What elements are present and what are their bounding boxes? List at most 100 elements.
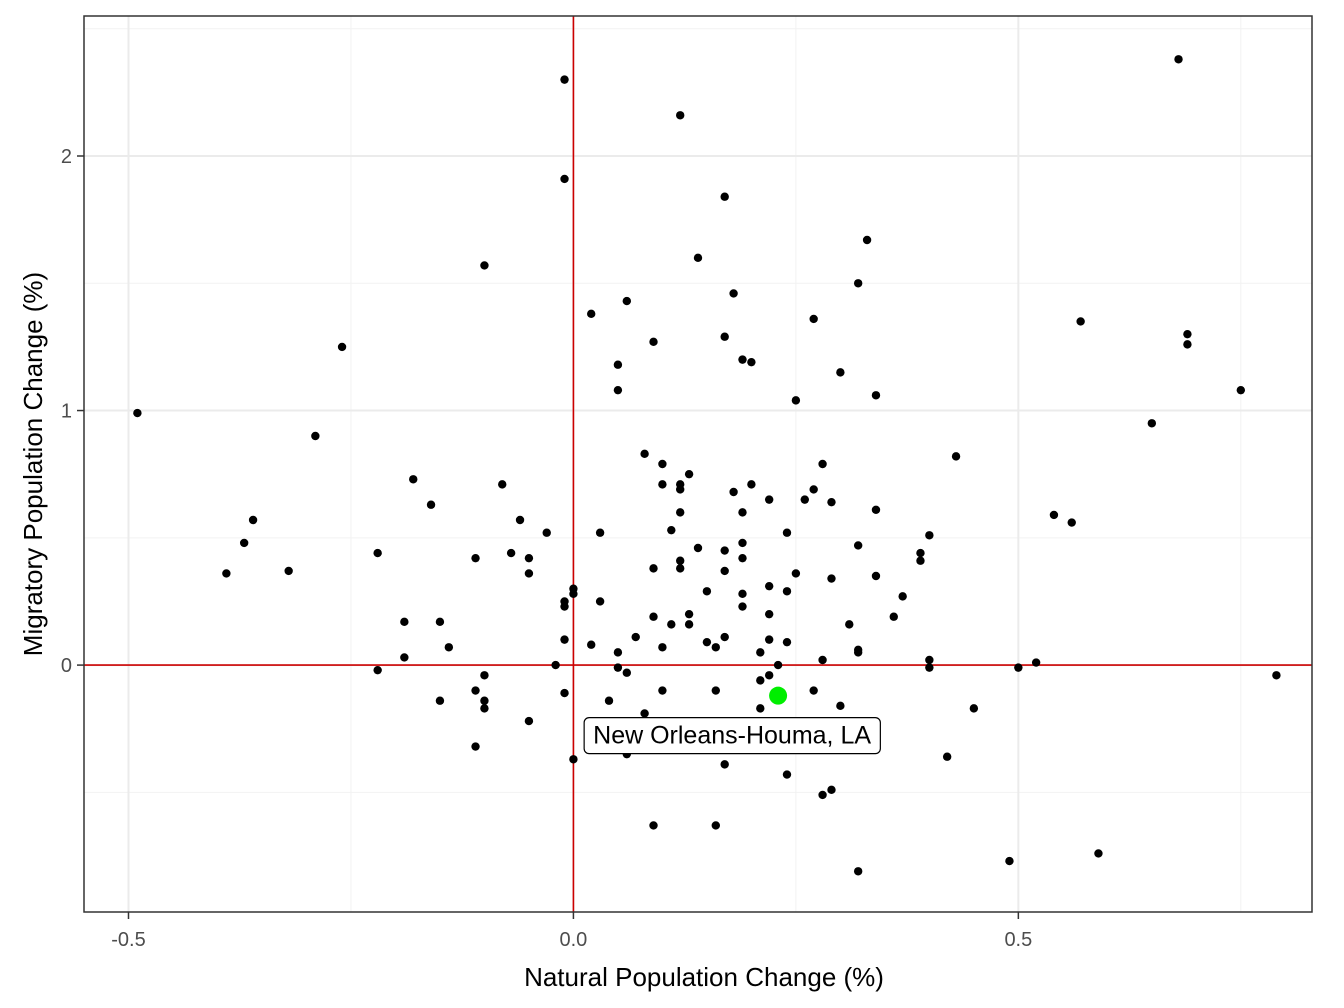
data-point: [471, 742, 480, 751]
data-point: [836, 701, 845, 711]
data-point: [782, 587, 792, 596]
data-point: [925, 663, 934, 672]
data-point: [587, 309, 596, 319]
data-point: [311, 431, 320, 441]
data-point: [587, 640, 596, 649]
data-point: [515, 515, 525, 525]
data-point: [569, 589, 578, 599]
data-point: [613, 663, 623, 672]
data-point: [684, 609, 694, 619]
data-point: [827, 785, 836, 795]
data-point: [524, 553, 534, 563]
data-point: [658, 459, 667, 469]
data-point: [764, 609, 774, 619]
data-point: [818, 655, 827, 665]
data-point: [426, 500, 436, 509]
data-point: [809, 485, 818, 494]
data-point: [658, 480, 667, 489]
data-point: [720, 760, 729, 769]
y-axis-title: Migratory Population Change (%): [18, 272, 48, 656]
data-point: [756, 676, 765, 685]
data-point: [853, 648, 863, 657]
data-point: [560, 635, 569, 644]
data-point: [871, 571, 881, 581]
data-point: [925, 531, 934, 540]
data-point: [640, 709, 649, 718]
data-point: [444, 643, 454, 652]
data-point: [791, 396, 801, 405]
highlight-group: New Orleans-Houma, LA: [583, 686, 881, 755]
y-tick-label: 2: [61, 146, 72, 168]
data-point: [827, 574, 836, 583]
data-point: [827, 497, 836, 507]
data-point: [738, 355, 747, 364]
data-point: [1067, 518, 1076, 527]
data-point: [862, 235, 872, 245]
data-point: [916, 548, 925, 558]
data-point: [569, 755, 578, 764]
data-point: [435, 696, 445, 705]
data-point: [711, 686, 720, 695]
data-point: [373, 665, 382, 675]
data-point: [738, 508, 747, 517]
data-point: [1005, 856, 1014, 866]
data-point: [729, 487, 738, 497]
data-point: [773, 660, 783, 670]
data-point: [756, 648, 765, 657]
data-point: [480, 696, 489, 705]
data-point: [951, 452, 961, 461]
x-tick-label: -0.5: [111, 929, 145, 951]
data-point: [845, 620, 854, 629]
data-point: [658, 686, 667, 695]
data-point: [613, 360, 623, 369]
data-point: [1236, 385, 1246, 395]
data-point: [480, 704, 489, 713]
data-point: [711, 821, 720, 830]
data-point: [871, 505, 881, 515]
data-point: [524, 569, 534, 578]
y-tick-label: 0: [61, 655, 72, 677]
data-point: [800, 495, 809, 504]
data-point: [631, 632, 640, 642]
data-point: [604, 696, 614, 705]
data-point: [613, 385, 623, 395]
data-point: [471, 686, 480, 695]
data-point: [658, 643, 667, 652]
data-point: [471, 553, 480, 563]
plot-border: [83, 15, 1313, 913]
data-point: [560, 75, 569, 84]
data-point: [1094, 849, 1103, 858]
data-point: [337, 342, 347, 352]
data-point: [622, 296, 632, 306]
data-point: [702, 587, 712, 596]
plot-background: [84, 16, 1312, 912]
highlight-label-box: [583, 717, 881, 755]
data-point: [560, 688, 569, 698]
data-points: [133, 55, 1281, 876]
data-point: [764, 671, 774, 680]
data-point: [1272, 671, 1281, 680]
data-point: [836, 368, 845, 377]
data-point: [942, 752, 952, 761]
y-tick-label: 1: [61, 401, 72, 423]
data-point: [1183, 340, 1192, 349]
highlight-point: [769, 686, 788, 705]
data-point: [738, 589, 747, 599]
data-point: [720, 566, 729, 576]
data-point: [676, 485, 685, 494]
data-point: [542, 528, 551, 537]
data-point: [853, 867, 863, 876]
data-point: [738, 553, 747, 563]
data-point: [871, 391, 881, 400]
data-point: [693, 253, 703, 263]
data-point: [640, 449, 649, 459]
data-point: [400, 617, 409, 627]
data-point: [782, 528, 792, 537]
data-point: [747, 357, 756, 367]
highlight-label-text: New Orleans-Houma, LA: [593, 722, 871, 750]
data-point: [1147, 419, 1157, 428]
data-point: [916, 556, 925, 565]
data-point: [1049, 510, 1059, 520]
data-point: [649, 337, 658, 347]
